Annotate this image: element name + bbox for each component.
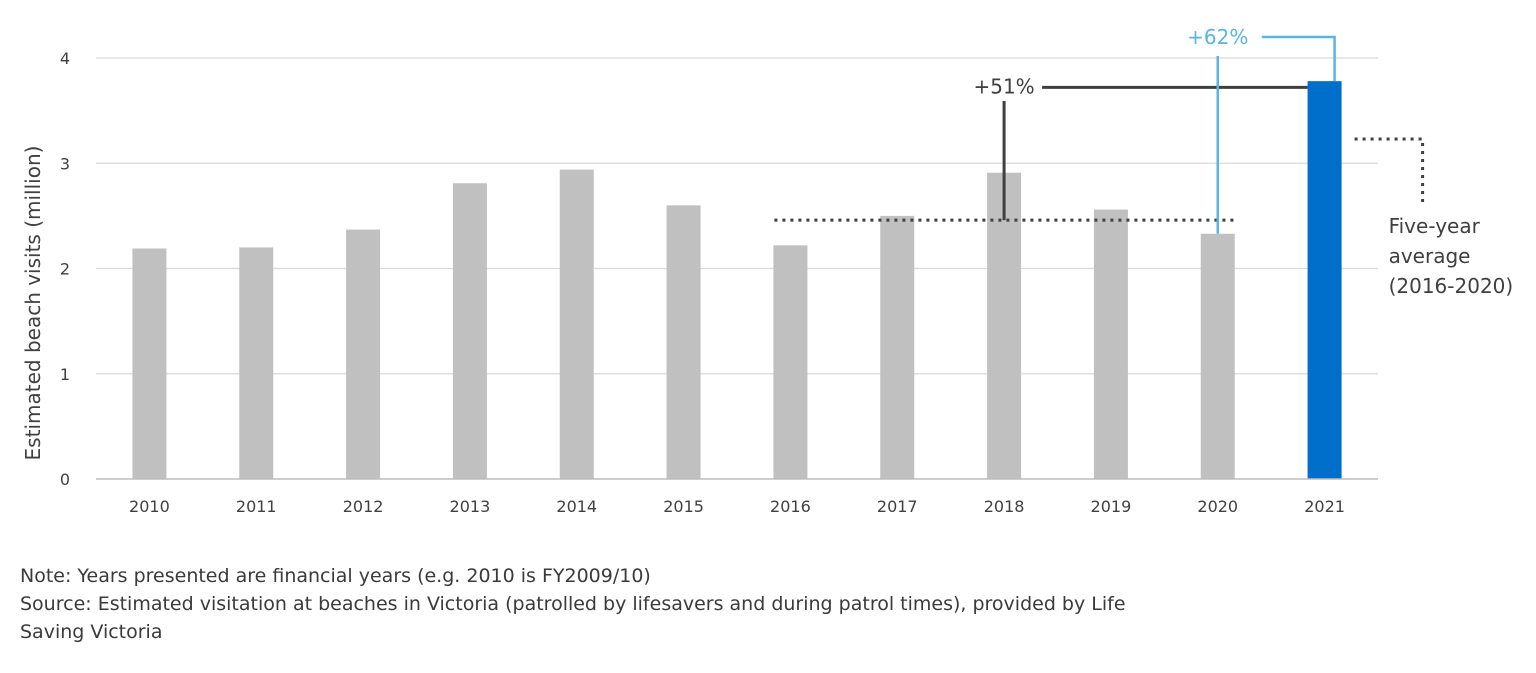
x-tick-label-2017: 2017 (877, 497, 918, 516)
bar-2017 (880, 215, 915, 479)
bar-chart: Five-year average (2016-2020) +51% +62% 0 1 2… (21, 25, 1514, 516)
five-year-average-label-line-3: (2016-2020) (1389, 274, 1514, 298)
x-tick-label-2014: 2014 (556, 497, 597, 516)
gridlines (96, 57, 1378, 375)
x-tick-label-2015: 2015 (663, 497, 704, 516)
x-tick-label-2019: 2019 (1091, 497, 1132, 516)
plus-51-percent-label: +51% (973, 74, 1034, 98)
plus-62-connector-right (1261, 35, 1336, 82)
x-tick-label-2018: 2018 (984, 497, 1025, 516)
bars (132, 81, 1342, 479)
x-tick-label-2016: 2016 (770, 497, 811, 516)
bar-2010 (132, 248, 167, 479)
bar-2021 (1307, 81, 1342, 479)
source-text-line-2: Saving Victoria (20, 621, 163, 643)
note-text: Note: Years presented are financial year… (20, 565, 651, 587)
five-year-average-label-line-2: average (1389, 244, 1471, 268)
bar-2012 (346, 229, 381, 479)
y-tick-label-2: 2 (60, 260, 70, 279)
plus-62-percent-label: +62% (1187, 25, 1248, 49)
x-tick-label-2013: 2013 (450, 497, 491, 516)
axes: 0 1 2 3 4 2010 2011 2012 2013 2014 2015 2016 2017 201… (60, 49, 1378, 516)
bar-2011 (239, 247, 274, 479)
x-tick-label-2020: 2020 (1197, 497, 1238, 516)
chart-notes: Note: Years presented are financial year… (20, 562, 1460, 646)
reference-line-group: Five-year average (2016-2020) (774, 137, 1514, 298)
y-tick-label-4: 4 (60, 49, 70, 68)
y-tick-label-0: 0 (60, 470, 70, 489)
bar-2018 (987, 172, 1022, 479)
five-year-average-label-line-1: Five-year (1389, 214, 1481, 238)
y-axis-label: Estimated beach visits (million) (21, 146, 45, 461)
y-tick-label-1: 1 (60, 365, 70, 384)
bar-2019 (1093, 209, 1128, 479)
x-tick-label-2010: 2010 (129, 497, 170, 516)
bar-2013 (452, 183, 487, 479)
x-tick-label-2021: 2021 (1304, 497, 1345, 516)
source-text-line-1: Source: Estimated visitation at beaches … (20, 593, 1126, 615)
five-year-average-legend-bracket (1354, 137, 1425, 206)
annotations: +51% +62% (973, 25, 1336, 234)
bar-2014 (559, 169, 594, 479)
x-tick-label-2012: 2012 (343, 497, 384, 516)
x-tick-label-2011: 2011 (236, 497, 277, 516)
bar-2016 (773, 245, 808, 479)
y-tick-label-3: 3 (60, 154, 70, 173)
bar-2020 (1200, 233, 1235, 479)
bar-2015 (666, 205, 701, 479)
